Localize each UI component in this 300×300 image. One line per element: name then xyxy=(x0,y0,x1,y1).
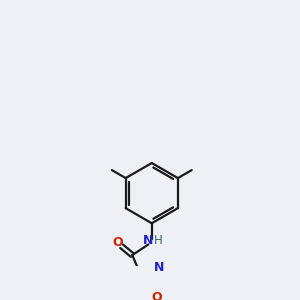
Text: N: N xyxy=(143,235,153,248)
Text: H: H xyxy=(154,234,162,247)
Text: O: O xyxy=(112,236,122,249)
Text: O: O xyxy=(152,291,162,300)
Text: N: N xyxy=(154,261,164,274)
